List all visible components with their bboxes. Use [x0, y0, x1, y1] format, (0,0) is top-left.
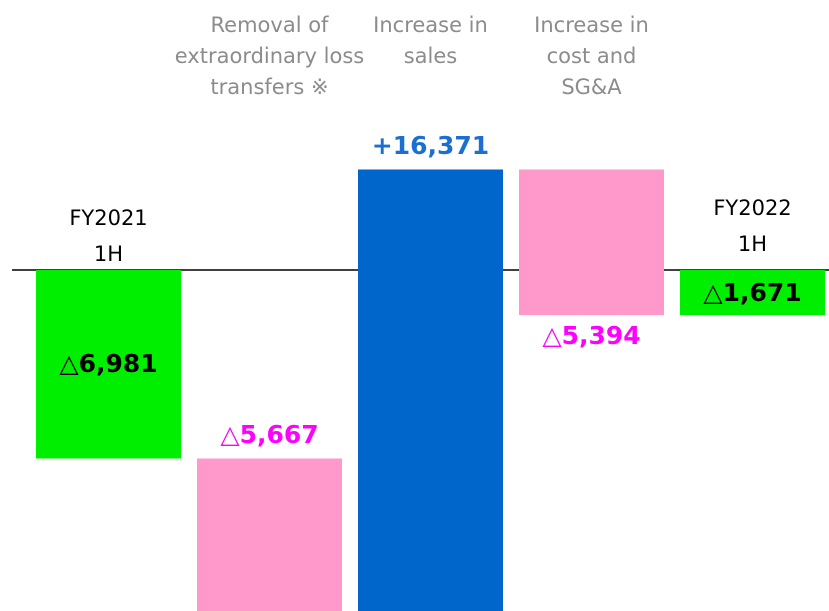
category-label: FY2021 1H — [69, 206, 148, 266]
data-label: △1,671 — [703, 277, 802, 307]
data-label: △6,981 — [59, 349, 158, 379]
category-label: Increase in sales — [373, 13, 488, 68]
data-label: +16,371 — [371, 131, 490, 161]
bar — [36, 270, 181, 459]
bar — [197, 458, 342, 611]
category-label: Increase in cost and SG&A — [534, 13, 649, 99]
bar — [680, 270, 825, 316]
data-label: △5,667 — [220, 420, 319, 450]
bar — [358, 169, 503, 611]
data-label: △5,394 — [542, 321, 641, 351]
bar — [519, 169, 664, 316]
category-label: Removal of extraordinary loss transfers … — [174, 13, 365, 99]
category-label: FY2022 1H — [713, 196, 792, 256]
